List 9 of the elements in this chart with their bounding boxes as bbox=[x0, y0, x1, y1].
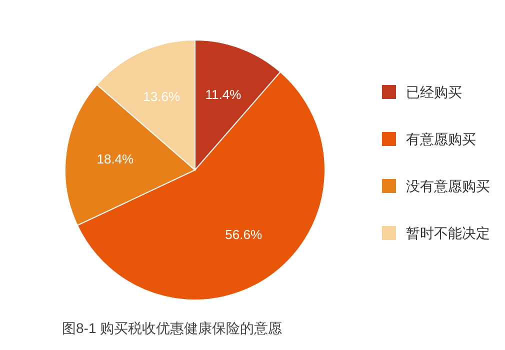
text: 图8-1 购买税收优惠健康保险的意愿 bbox=[62, 320, 282, 336]
legend-label: 有意愿购买 bbox=[406, 130, 476, 147]
data-label: 56.6% bbox=[225, 226, 262, 242]
data-label: 11.4% bbox=[205, 87, 242, 102]
data-label: 18.4% bbox=[96, 151, 134, 166]
legend-label: 已经购买 bbox=[406, 84, 462, 100]
legend-label: 暂时不能决定 bbox=[406, 224, 490, 241]
data-label: 13.6% bbox=[143, 89, 180, 104]
legend-label: 没有意愿购买 bbox=[406, 178, 490, 194]
